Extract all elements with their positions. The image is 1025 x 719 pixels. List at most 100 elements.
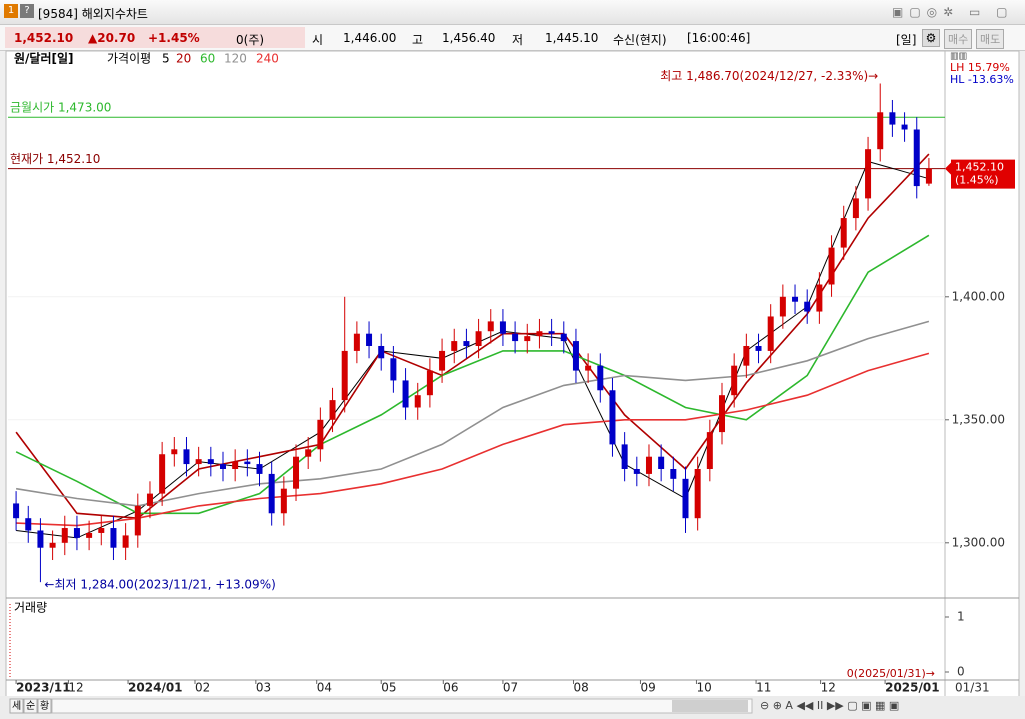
x-tick-label: 04 (317, 681, 332, 695)
candle-body (402, 380, 409, 408)
candle-body (232, 461, 239, 469)
candle-body (865, 149, 872, 199)
candle-body (183, 449, 190, 465)
candle-body (122, 535, 129, 548)
candle-body (390, 358, 397, 381)
legend-entry: 20 (176, 52, 191, 66)
axis-badge: ▥▥ (950, 52, 967, 62)
low: 1,445.10 (545, 31, 599, 45)
open: 1,446.00 (343, 31, 397, 45)
volume-tick-label: 1 (957, 610, 965, 624)
x-tick-label: 2023/11 (16, 681, 70, 695)
candle-body (694, 468, 701, 519)
candle-body (828, 247, 835, 285)
last-tag (951, 159, 1015, 189)
candle-body (767, 316, 774, 351)
time: [16:00:46] (687, 31, 751, 45)
moving-average (16, 160, 930, 539)
moving-average (16, 352, 930, 527)
candle-body (463, 341, 470, 346)
x-end-label: 01/31 (955, 681, 990, 695)
candle-body (61, 528, 68, 543)
toolbar-label[interactable]: 황 (40, 700, 49, 712)
reference-label: 현재가 1,452.10 (10, 152, 100, 166)
scrollbar[interactable] (51, 698, 753, 714)
price: 1,452.10 (14, 31, 74, 45)
legend-entry: 5 (162, 52, 170, 66)
candle-body (548, 331, 555, 334)
scroll-thumb[interactable] (672, 700, 748, 712)
x-tick-label: 2025/01 (885, 681, 939, 695)
last-tag-pointer (945, 162, 951, 175)
candle-body (171, 449, 178, 455)
zoom-controls[interactable]: ⊖ ⊕ A ◀◀ II ▶▶ ▢ ▣ ▦ ▣ (760, 699, 899, 712)
icon[interactable]: 1 (4, 4, 18, 18)
candle-body (524, 336, 531, 342)
buy-button[interactable]: 매수 (944, 29, 973, 49)
x-tick-label: 06 (443, 681, 458, 695)
candle-body (572, 341, 579, 371)
candle-body (633, 468, 640, 474)
x-tick-label: 10 (696, 681, 711, 695)
candle-body (353, 333, 360, 351)
candle-body (195, 459, 202, 465)
candle-body (499, 321, 506, 334)
candle-body (414, 395, 421, 408)
candle-body (451, 341, 458, 351)
settings-button[interactable]: ⚙ (922, 29, 940, 47)
volume: 0(주) (236, 33, 265, 47)
title-bar: 1 ? [9584] 해외지수차트 ▣▢◎✲ ▭ ▢ ✕ (0, 0, 1025, 25)
period[interactable]: [일] (896, 33, 917, 47)
toolbar-button[interactable] (9, 698, 24, 714)
candle-body (719, 395, 726, 433)
high-label: 고 (412, 33, 424, 47)
volume-tick-label: 0 (957, 665, 965, 679)
window-controls[interactable]: ▣▢◎✲ ▭ ▢ ✕ (892, 5, 1025, 19)
annotation: ←최저 1,284.00(2023/11/21, +13.09%) (44, 578, 275, 592)
candle-body (341, 350, 348, 401)
chart-title: 원/달러[일] (14, 51, 74, 66)
candle-body (889, 112, 896, 125)
sell-button[interactable]: 매도 (976, 29, 1005, 49)
candle-body (244, 461, 251, 465)
candle-body (585, 365, 592, 371)
candle-body (852, 198, 859, 219)
x-tick-label: 09 (640, 681, 655, 695)
last-tag-text: (1.45%) (955, 174, 999, 187)
candle-body (25, 518, 32, 531)
toolbar-button[interactable] (23, 698, 38, 714)
candle-body (560, 333, 567, 342)
candle-body (731, 365, 738, 396)
quote-highlight (5, 27, 305, 48)
y-tick-label: 1,350.00 (952, 412, 1005, 426)
candle-body (98, 528, 105, 533)
candle-body (317, 419, 324, 450)
candle-body (439, 350, 446, 371)
rate: +1.45% (148, 31, 200, 45)
reference-label: 금월시가 1,473.00 (10, 101, 111, 115)
candle-body (621, 444, 628, 469)
candle-body (597, 365, 604, 391)
toolbar-label[interactable]: 순 (26, 700, 35, 712)
candle-body (475, 331, 482, 346)
moving-average (15, 320, 930, 507)
candle-body (86, 532, 93, 538)
candle-body (743, 345, 750, 366)
toolbar-button[interactable] (37, 698, 52, 714)
candle-body (146, 493, 153, 506)
candle-body (658, 456, 665, 469)
candle-body (37, 530, 44, 548)
candle-body (925, 168, 932, 184)
x-tick-label: 11 (756, 681, 771, 695)
candle-body (426, 370, 433, 396)
candle-body (219, 464, 226, 469)
toolbar-label[interactable]: 세 (12, 700, 21, 712)
candle-body (280, 488, 287, 514)
candle-body (840, 218, 847, 248)
help-icon[interactable]: ? (20, 4, 34, 18)
legend-entry: 240 (256, 52, 279, 66)
legend-entry: 120 (224, 52, 247, 66)
candle-body (536, 331, 543, 337)
